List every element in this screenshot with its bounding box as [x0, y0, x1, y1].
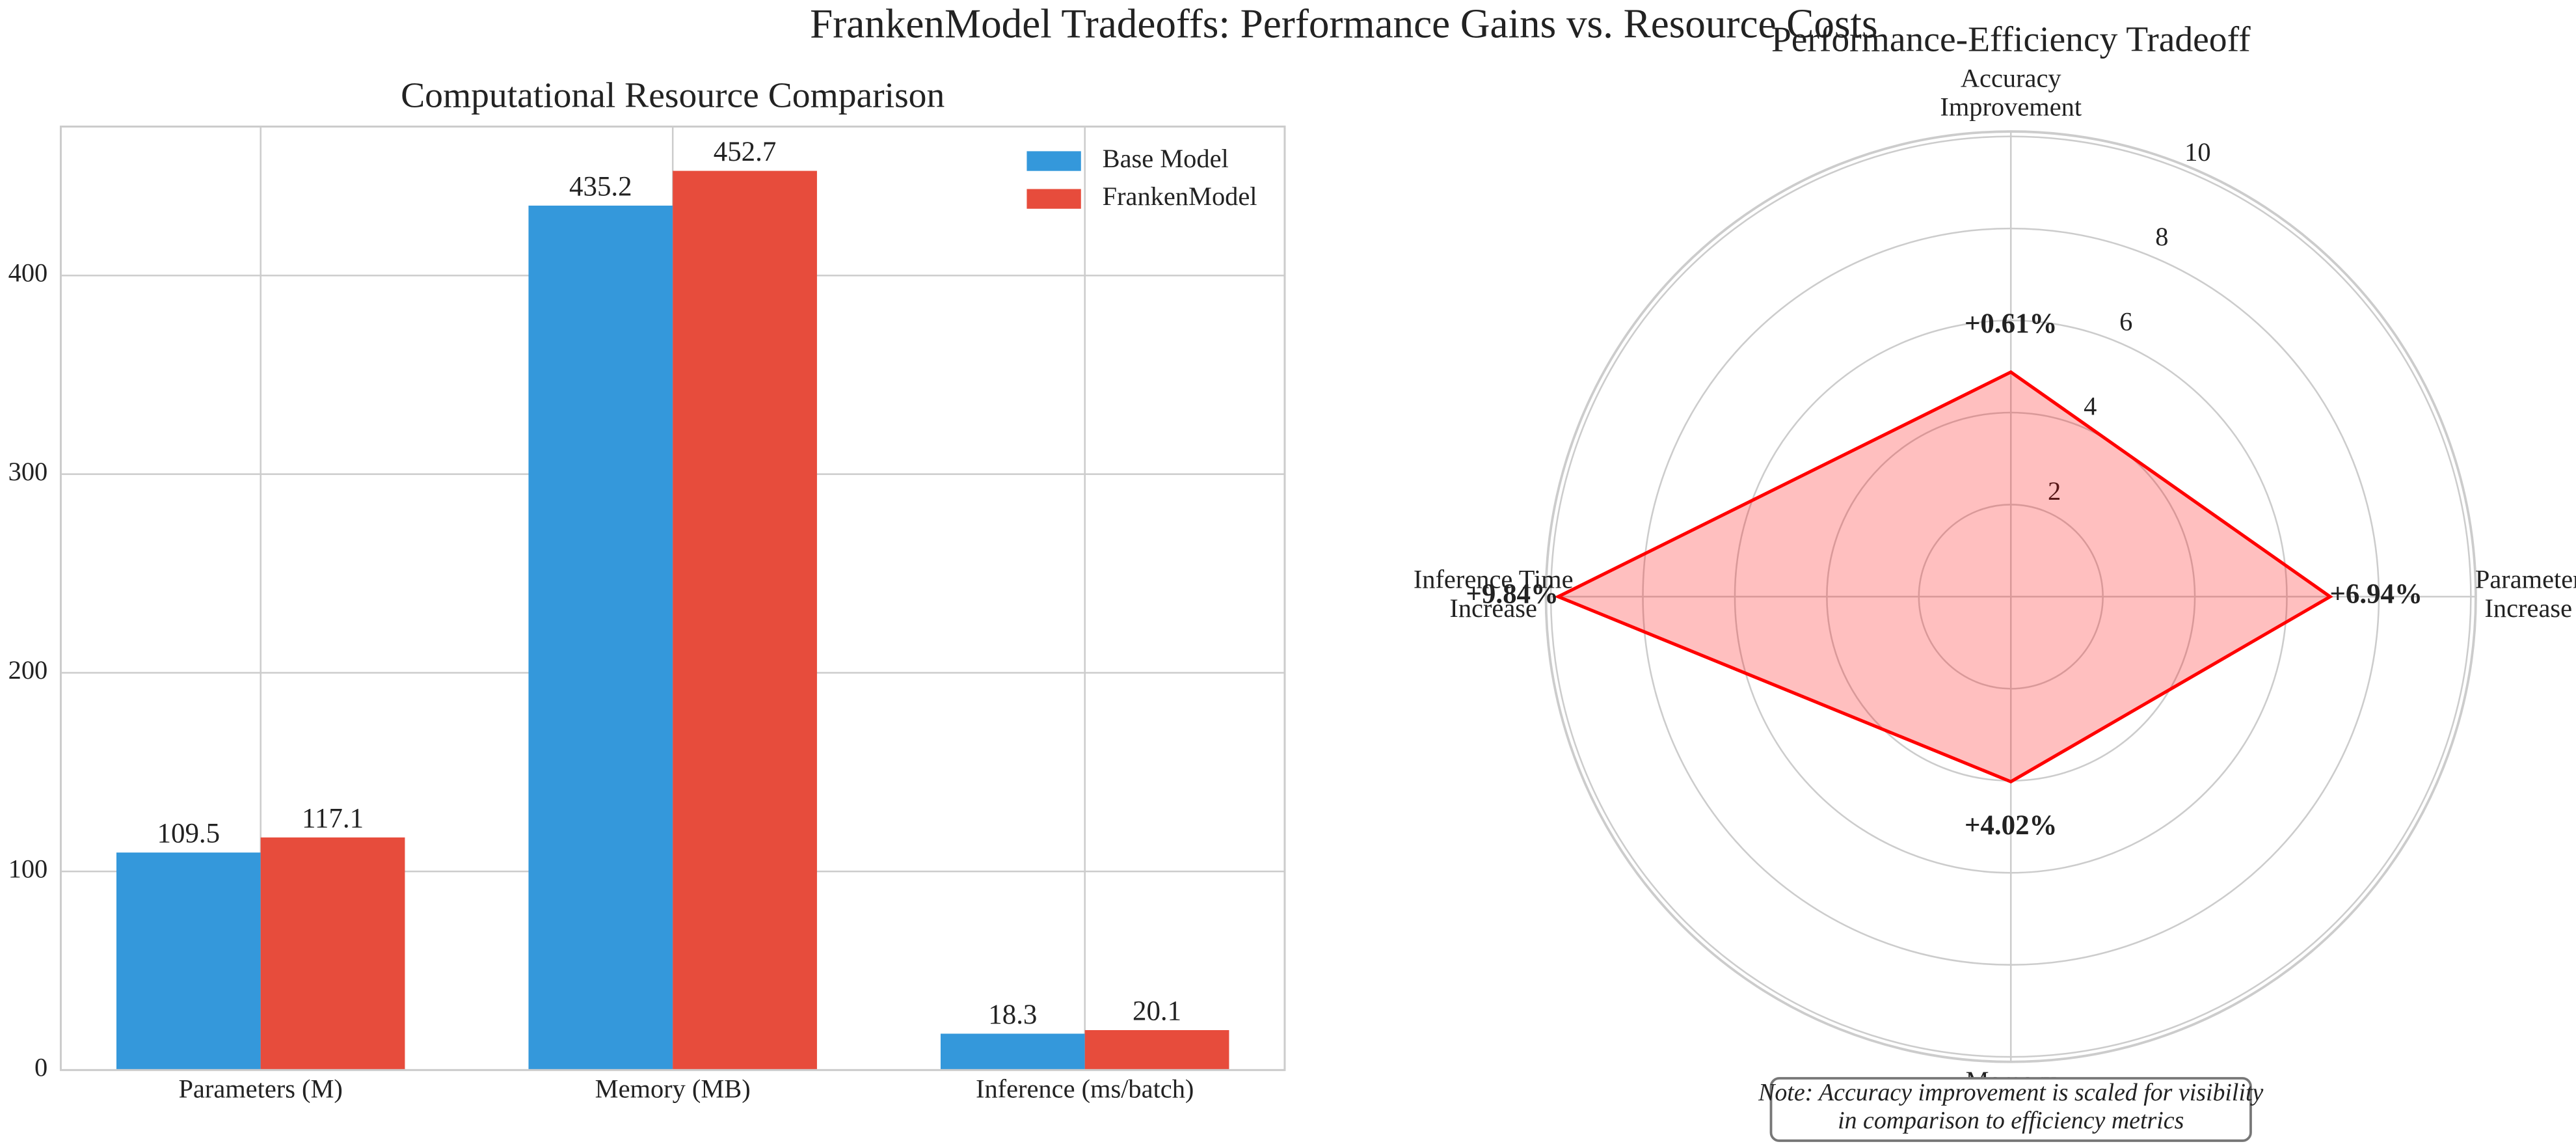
bar	[673, 170, 817, 1070]
data-label: 109.5	[157, 819, 221, 849]
legend-swatch	[1026, 151, 1081, 171]
x-tick-label: Inference (ms/batch)	[976, 1074, 1194, 1103]
axis-label: Accuracy Improvement	[1940, 64, 2082, 122]
data-label: 20.1	[1133, 996, 1181, 1027]
legend-swatch	[1026, 189, 1081, 209]
chart-title: Computational Resource Comparison	[401, 75, 945, 115]
r-tick-label: 8	[2155, 222, 2168, 251]
legend-label: Base Model	[1103, 144, 1229, 173]
bar	[940, 1033, 1085, 1070]
y-tick-label: 0	[34, 1053, 47, 1082]
r-tick-label: 2	[2048, 476, 2061, 506]
r-tick-label: 6	[2119, 306, 2132, 336]
legend-label: FrankenModel	[1103, 182, 1257, 211]
r-tick-label: 4	[2084, 392, 2097, 421]
note-box	[1769, 1077, 2252, 1142]
y-tick-label: 400	[8, 258, 48, 288]
x-tick-label: Parameters (M)	[178, 1074, 342, 1103]
data-label: 452.7	[714, 137, 777, 167]
chart-title: Performance-Efficiency Tradeoff	[1771, 19, 2251, 59]
value-label: +6.94%	[2329, 579, 2422, 610]
axis-label: Inference Time Increase	[1414, 565, 1574, 623]
data-label: 117.1	[302, 804, 364, 834]
data-label: 435.2	[569, 172, 632, 202]
value-label: +9.84%	[1466, 579, 1558, 610]
bar	[1084, 1029, 1229, 1070]
value-label: +0.61%	[1965, 308, 2057, 339]
y-tick-label: 300	[8, 457, 48, 486]
axis-label: Parameter Increase	[2475, 565, 2576, 623]
bar	[528, 205, 673, 1070]
value-label: +4.02%	[1965, 810, 2057, 841]
note-text: in comparison to efficiency metrics	[1838, 1107, 2184, 1134]
bar	[116, 852, 261, 1070]
radar-area	[1554, 370, 2333, 784]
data-label: 18.3	[988, 1000, 1037, 1030]
y-tick-label: 100	[8, 854, 48, 883]
note-text: Note: Accuracy improvement is scaled for…	[1758, 1079, 2263, 1106]
x-tick-label: Memory (MB)	[595, 1074, 751, 1103]
y-tick-label: 200	[8, 655, 48, 685]
plot-frame	[59, 125, 1286, 1071]
figure-title: FrankenModel Tradeoffs: Performance Gain…	[810, 1, 1877, 46]
bar	[260, 837, 405, 1070]
r-tick-label: 10	[2184, 137, 2210, 167]
